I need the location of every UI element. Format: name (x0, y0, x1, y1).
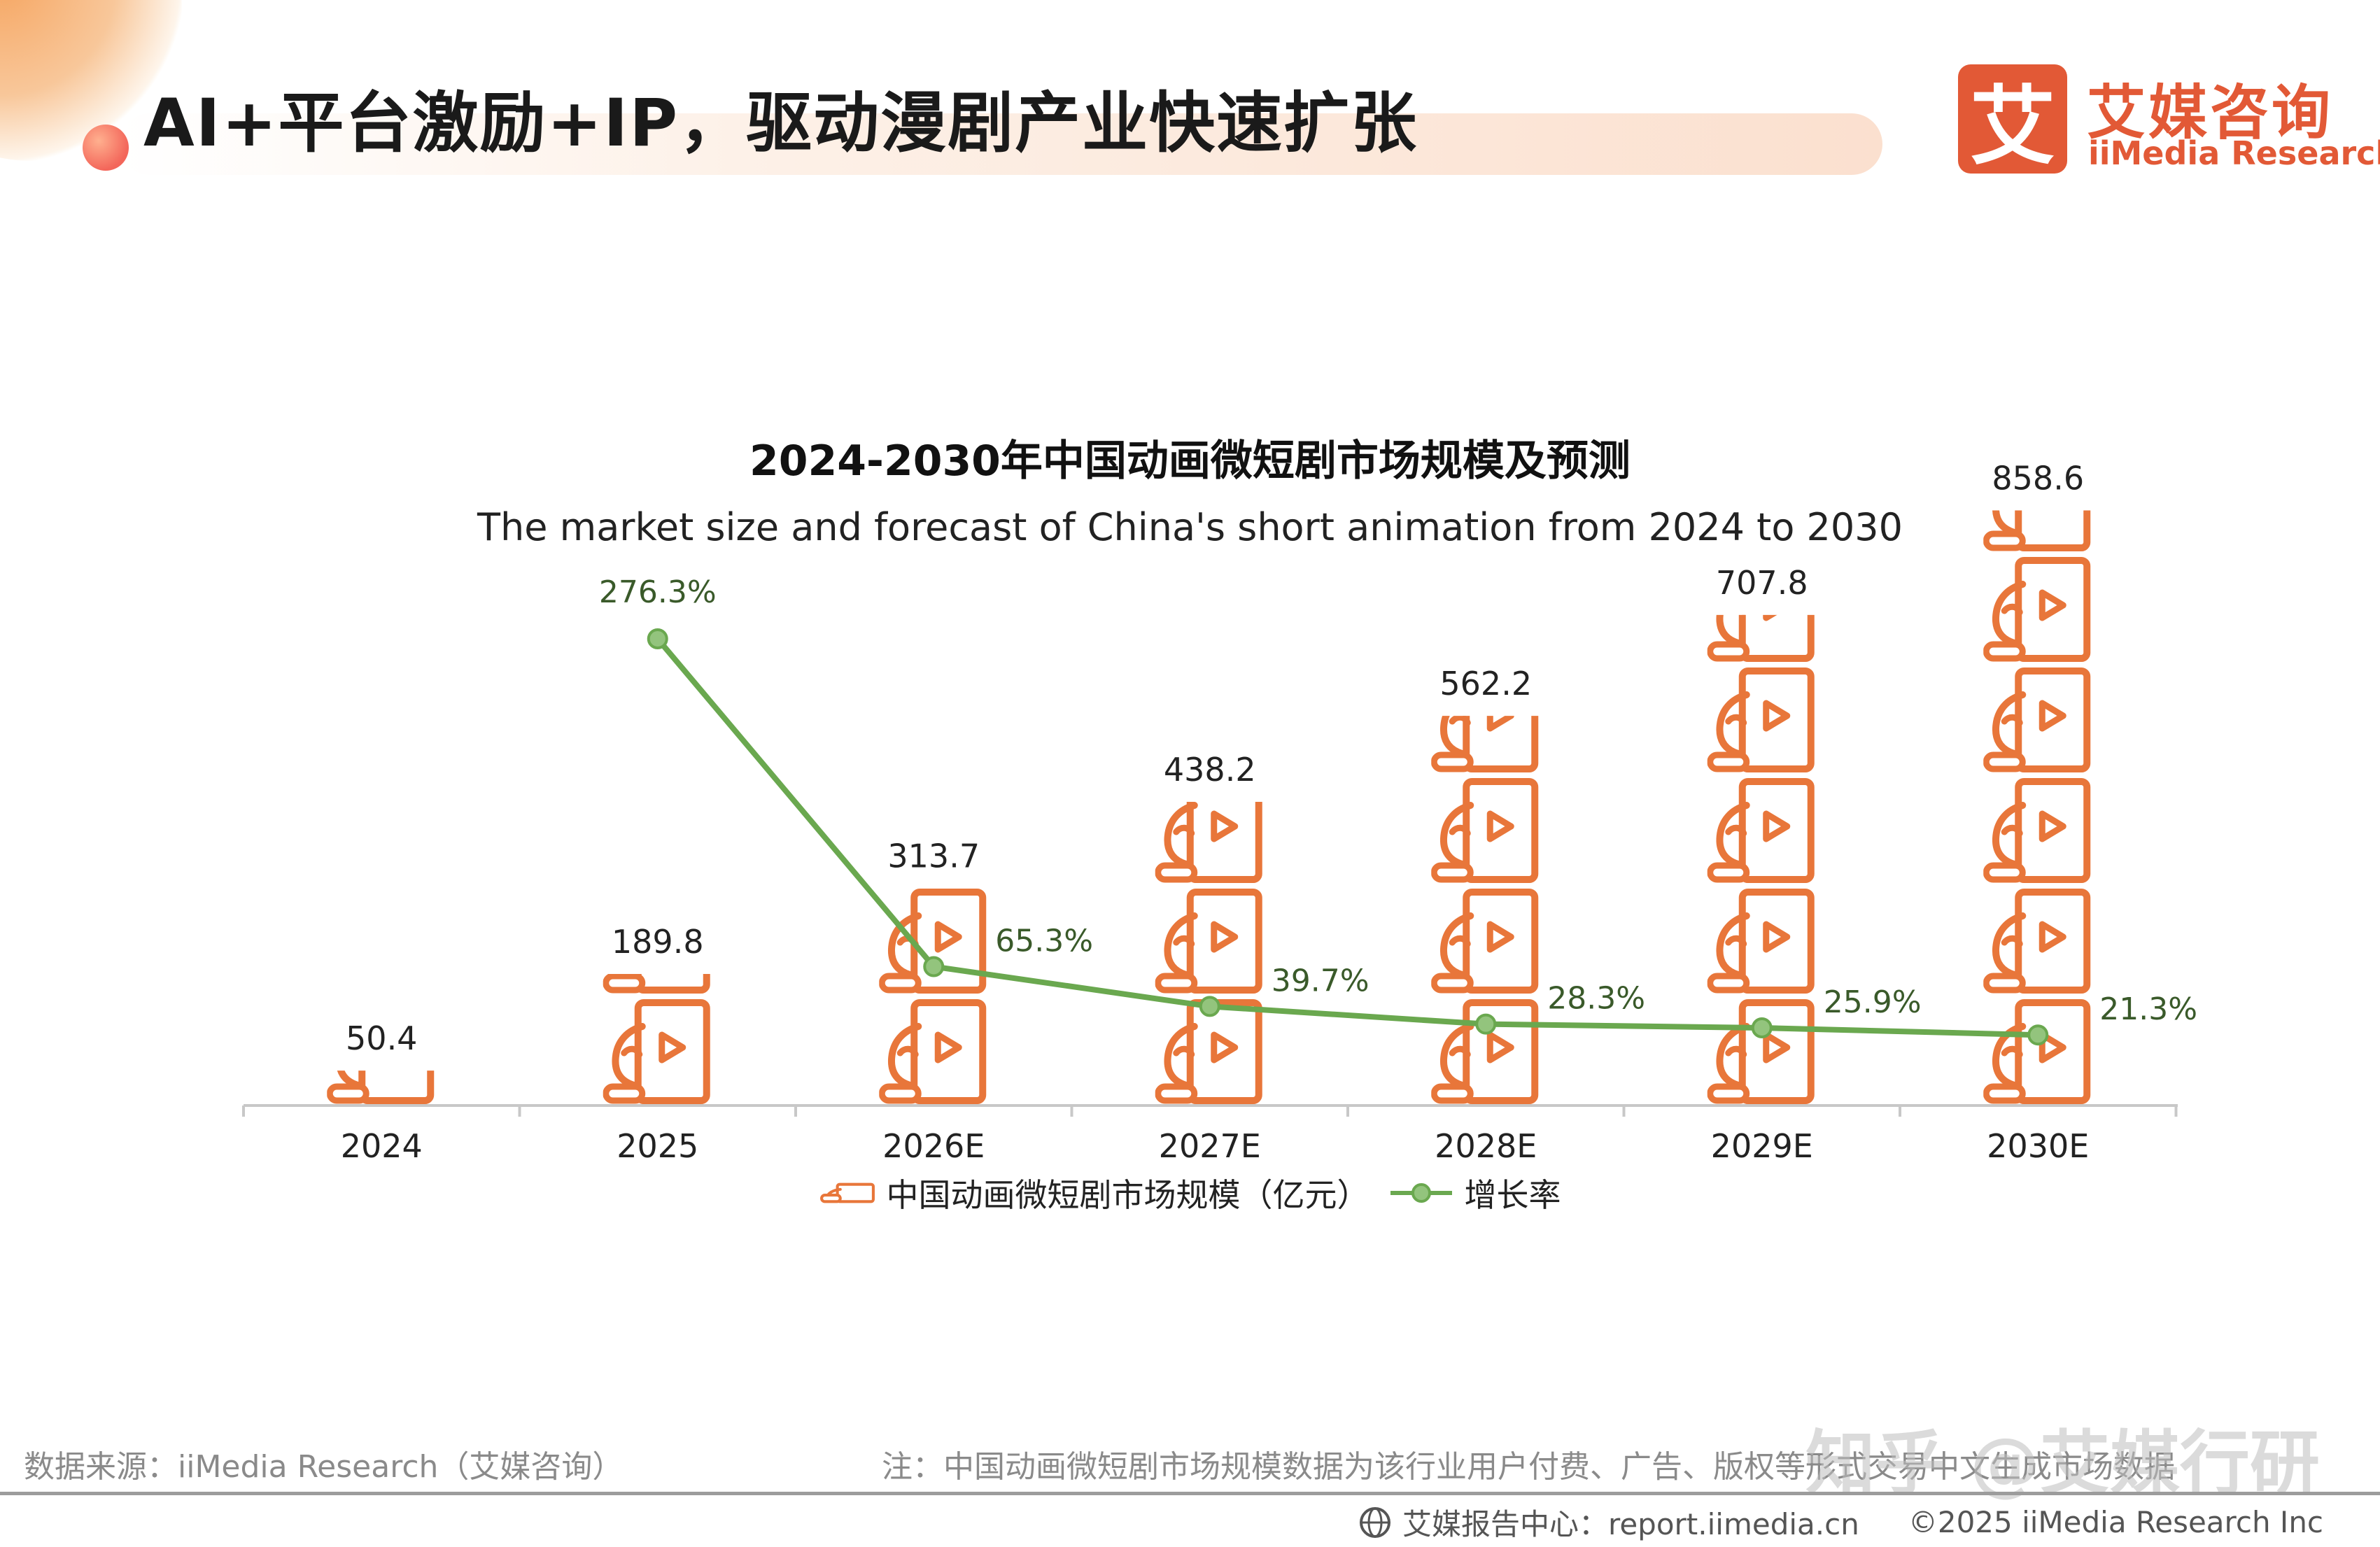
decorative-dot (83, 125, 129, 171)
bar-value-label: 707.8 (1716, 564, 1808, 602)
growth-point (647, 628, 668, 649)
logo-en-text: iiMedia Research (2088, 134, 2380, 172)
chart-subtitle: The market size and forecast of China's … (477, 505, 1903, 549)
growth-label: 276.3% (599, 574, 717, 610)
x-tick-label: 2027E (1159, 1127, 1261, 1165)
footer-bottom: 艾媒报告中心：report.iimedia.cn ©2025 iiMedia R… (1358, 1501, 2323, 1544)
x-tick-label: 2030E (1987, 1127, 2089, 1165)
bar (330, 892, 430, 1101)
bar (882, 782, 983, 1101)
bar (1158, 671, 1259, 1101)
x-tick-label: 2024 (341, 1127, 423, 1165)
page-title: AI+平台激励+IP，驱动漫剧产业快速扩张 (143, 85, 1418, 162)
x-tick-label: 2028E (1435, 1127, 1537, 1165)
growth-label: 28.3% (1547, 981, 1645, 1017)
globe-icon (1360, 1506, 1390, 1538)
bar-value-label: 313.7 (887, 837, 980, 875)
chart-title: 2024-2030年中国动画微短剧市场规模及预测 (749, 437, 1631, 486)
growth-point (923, 956, 945, 977)
bar-value-label: 50.4 (346, 1019, 417, 1057)
bar-value-label: 438.2 (1164, 751, 1256, 789)
growth-label: 25.9% (1824, 984, 1922, 1020)
footer-divider (0, 1492, 2380, 1495)
legend-item-market-size: 中国动画微短剧市场规模（亿元） (819, 1170, 1369, 1216)
watermark: 知乎 @艾媒行研 (1805, 1422, 2320, 1504)
logo-cn-text: 艾媒咨询 (2087, 78, 2334, 147)
x-tick-label: 2026E (882, 1127, 985, 1165)
bar (1710, 450, 1811, 1101)
x-tick-label: 2029E (1711, 1127, 1813, 1165)
growth-point (2027, 1024, 2049, 1046)
data-source: 数据来源：iiMedia Research（艾媒咨询） (24, 1449, 624, 1485)
legend-item-growth-rate: 增长率 (1389, 1170, 1561, 1216)
legend-label-growth-rate: 增长率 (1464, 1176, 1561, 1214)
growth-line (655, 637, 2039, 1038)
x-tick-label: 2025 (617, 1127, 698, 1165)
growth-label: 39.7% (1272, 963, 1369, 998)
legend-label-market-size: 中国动画微短剧市场规模（亿元） (886, 1176, 1369, 1214)
data-note: 注：中国动画微短剧市场规模数据为该行业用户付费、广告、版权等形式交易中文生成市场… (882, 1449, 2175, 1485)
ticks-layer: 2024 2025 2026E 2027E 2028E 2029E 2030E (242, 1105, 2178, 1165)
bar-value-label: 562.2 (1439, 665, 1532, 702)
growth-line-layer: 276.3% 65.3% 39.7% 28.3% 25.9% 21.3% (599, 574, 2197, 1046)
bar-value-label: 858.6 (1992, 460, 2084, 497)
growth-point (1199, 996, 1220, 1017)
growth-point (1751, 1017, 1773, 1038)
legend-line-icon (1390, 1183, 1452, 1203)
logo-mark-icon: 艾 (1958, 64, 2067, 176)
report-site: 艾媒报告中心：report.iimedia.cn (1402, 1507, 1859, 1541)
bar (1986, 339, 2087, 1101)
bar-value-label: 189.8 (612, 923, 704, 961)
bars-layer: 50.4 189.8 313.7 438.2 562.2 707.8 858.6 (330, 339, 2087, 1101)
title-bar-background (119, 113, 1882, 175)
chart-legend: 中国动画微短剧市场规模（亿元） 增长率 (0, 1170, 2380, 1216)
legend-bar-icon (819, 1181, 875, 1205)
growth-point (1475, 1013, 1497, 1035)
brand-logo: 艾 艾媒咨询 iiMedia Research (1958, 64, 2380, 183)
growth-label: 21.3% (2099, 991, 2197, 1027)
copyright: ©2025 iiMedia Research Inc (1908, 1505, 2324, 1539)
growth-label: 65.3% (995, 924, 1093, 959)
